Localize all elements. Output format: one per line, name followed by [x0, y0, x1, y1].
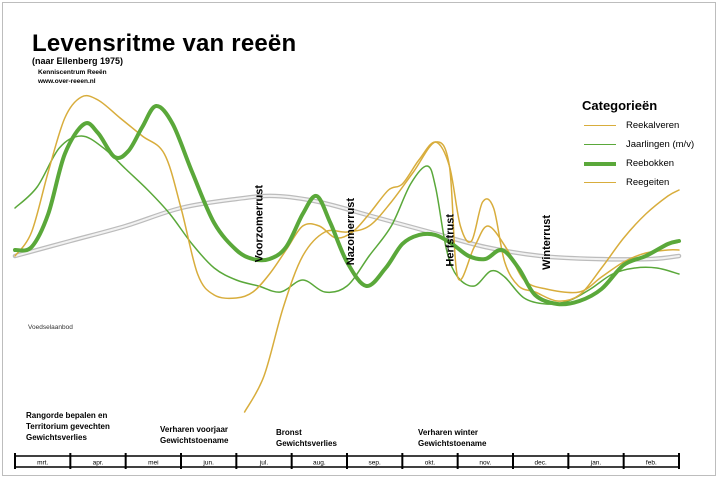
phase-label-winterrust: Winterrust	[541, 215, 553, 270]
phase-label-voorzomerrust: Voorzomerrust	[253, 185, 265, 263]
food-supply-line	[14, 194, 680, 261]
month-label: jan.	[590, 460, 602, 467]
legend-label: Reegeiten	[626, 177, 670, 188]
month-label: okt.	[425, 460, 436, 467]
month-label: nov.	[479, 460, 491, 467]
annotation-3: Bronst Gewichtsverlies	[276, 427, 337, 449]
month-label: mrt.	[37, 460, 48, 467]
legend-swatch	[584, 182, 616, 184]
annotation-4: Verharen winter Gewichtstoename	[418, 427, 486, 449]
annotation-1: Rangorde bepalen en Territorium gevechten…	[26, 410, 110, 443]
month-label: dec.	[535, 460, 547, 467]
month-label: jun.	[202, 460, 214, 467]
chart-title: Levensritme van reeën	[32, 30, 297, 57]
legend-label: Reekalveren	[626, 120, 680, 131]
chart-frame	[2, 2, 716, 476]
month-label: aug.	[313, 460, 326, 467]
legend-swatch	[584, 125, 616, 127]
annotation-line: Gewichtsverlies	[26, 433, 87, 442]
food-supply-label: Voedselaanbod	[28, 324, 73, 331]
credit-organisation: Kenniscentrum Reeën	[38, 69, 107, 76]
series-line-reegeiten	[14, 94, 680, 302]
annotation-line: Verharen winter	[418, 428, 479, 437]
credit-website: www.over-reeen.nl	[38, 78, 96, 85]
series-layer	[13, 94, 681, 413]
series-line-reekalveren	[243, 141, 680, 413]
legend-swatch	[584, 144, 616, 146]
annotation-line: Gewichtstoename	[160, 436, 229, 445]
month-label: mei	[148, 460, 158, 467]
month-label: apr.	[93, 460, 104, 467]
annotation-2: Verharen voorjaar Gewichtstoename	[160, 424, 228, 446]
series-line-reebokken	[13, 104, 681, 307]
annotation-line: Gewichtstoename	[418, 439, 487, 448]
month-axis: mrt. apr. mei jun. jul. aug. sep. okt. nov. dec. j…	[14, 453, 680, 469]
legend-swatch	[584, 162, 616, 166]
month-label: jul.	[259, 460, 269, 467]
phase-labels: Voorzomerrust Nazomerrust Herfstrust Winter…	[253, 185, 553, 270]
phase-label-nazomerrust: Nazomerrust	[345, 198, 357, 266]
legend-label: Jaarlingen (m/v)	[626, 139, 695, 150]
annotation-line: Territorium gevechten	[26, 422, 110, 431]
legend-label: Reebokken	[626, 158, 675, 169]
food-supply-layer: Voedselaanbod	[12, 193, 682, 331]
month-label: sep.	[369, 460, 381, 467]
annotation-line: Bronst	[276, 428, 302, 437]
month-label: feb.	[646, 460, 657, 467]
chart-subtitle: (naar Ellenberg 1975)	[32, 56, 124, 66]
annotation-line: Rangorde bepalen en	[26, 411, 108, 420]
annotation-line: Gewichtsverlies	[276, 439, 337, 448]
phase-label-herfstrust: Herfstrust	[444, 214, 456, 267]
annotation-line: Verharen voorjaar	[160, 425, 229, 434]
legend-title: Categorieën	[582, 98, 658, 113]
